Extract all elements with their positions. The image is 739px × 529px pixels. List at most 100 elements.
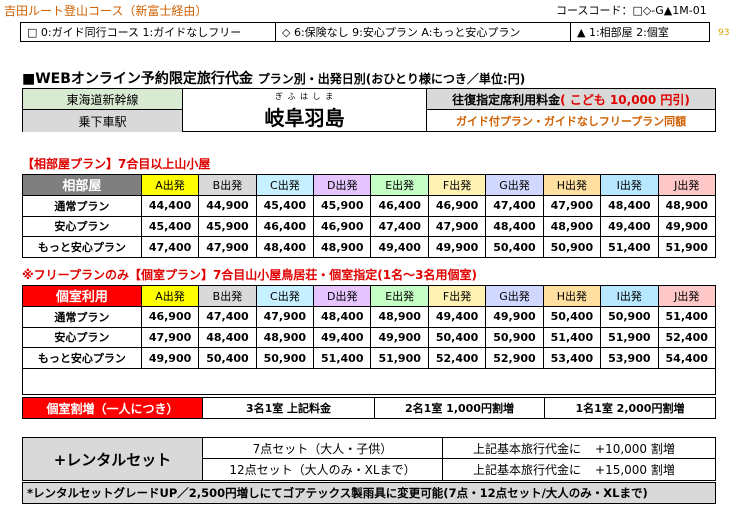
price-cell: 50,400 [198,347,257,370]
price-cell: 50,900 [485,326,544,349]
price-cell: 53,900 [600,347,659,370]
surcharge-row: 個室割増（一人につき） 3名1室 上記料金 2名1室 1,000円割増 1名1室… [22,397,716,419]
price-cell: 48,900 [542,215,602,238]
plan-note: ガイド付プラン・ガイドなしフリープラン同額 [455,115,687,128]
price-cell: 49,400 [370,236,429,259]
table-row: もっと安心プラン 49,900 50,400 50,900 51,400 51,… [22,347,716,370]
price-cell: 47,400 [198,305,257,328]
section-title-main: ■WEBオンライン予約限定旅行代金 [22,71,253,87]
price-cell: 52,400 [427,347,487,370]
price-cell: 49,900 [485,305,544,328]
surcharge-three: 3名1室 上記料金 [203,398,375,418]
price-cell: 51,400 [657,305,716,328]
col-d: D出発 [313,285,372,307]
price-cell: 47,900 [140,326,200,349]
col-g: G出発 [485,174,544,196]
course-title: 吉田ルート登山コース（新富士経由） [4,4,208,18]
col-h: H出発 [542,285,602,307]
price-cell: 49,400 [427,305,487,328]
private-header-label: 個室利用 [22,285,142,307]
price-cell: 47,900 [255,305,315,328]
station-ruby: ぎ ふ は し ま [274,91,335,101]
rental-label: +レンタルセット [23,438,203,480]
price-cell: 46,900 [313,215,372,238]
price-cell: 45,400 [255,194,315,217]
private-plan-table: 個室利用 A出発 B出発 C出発 D出発 E出発 F出発 G出発 H出発 I出発… [22,285,716,396]
price-cell: 44,900 [198,194,257,217]
col-f: F出発 [427,285,487,307]
set7-label: 7点セット（大人・子供） [203,438,443,459]
col-a: A出発 [140,285,200,307]
rental-box: +レンタルセット 7点セット（大人・子供） 12点セット（大人のみ・XLまで） … [22,437,716,481]
price-cell: 45,900 [313,194,372,217]
price-cell: 47,900 [542,194,602,217]
price-cell: 51,400 [542,326,602,349]
row-label: 通常プラン [22,194,142,217]
price-cell: 48,400 [255,236,315,259]
table-row: もっと安心プラン 47,400 47,900 48,400 48,900 49,… [22,236,716,259]
price-cell: 50,900 [255,347,315,370]
section-subtitle: プラン別・出発日別(おひとり様につき／単位:円) [257,72,526,86]
shared-plan-title: 【相部屋プラン】7合目以上山小屋 [22,157,211,171]
table-row: 通常プラン 44,400 44,900 45,400 45,900 46,400… [22,194,716,217]
set7-price: +10,000 割増 [595,441,675,456]
col-c: C出発 [255,174,315,196]
price-cell: 47,400 [485,194,544,217]
price-cell: 47,900 [198,236,257,259]
price-cell: 54,400 [657,347,716,370]
blank-cell [22,368,716,396]
page-number: 93 [718,28,730,38]
fare-cell: 往復指定席利用料金 ( こども 10,000 円引) [427,89,715,110]
price-cell: 48,900 [255,326,315,349]
row-label: もっと安心プラン [22,236,142,259]
price-cell: 48,400 [313,305,372,328]
table-row: 通常プラン 46,900 47,400 47,900 48,400 48,900… [22,305,716,328]
set7-price-label: 上記基本旅行代金に [473,441,582,456]
col-e: E出発 [370,285,429,307]
row-label: 安心プラン [22,326,142,349]
private-plan-title: ※フリープランのみ【個室プラン】7合目山小屋鳥居荘・個室指定(1名～3名用個室) [22,268,477,282]
departure-header: 東海道新幹線 乗下車駅 ぎ ふ は し ま 岐阜羽島 往復指定席利用料金 ( こ… [22,88,716,132]
col-j: J出発 [657,174,716,196]
row-label: 通常プラン [22,305,142,328]
price-cell: 48,400 [485,215,544,238]
col-b: B出発 [198,174,257,196]
set12-price-cell: 上記基本旅行代金に +15,000 割増 [443,459,715,480]
price-cell: 49,900 [657,215,716,238]
col-f: F出発 [427,174,487,196]
price-cell: 50,400 [542,305,602,328]
col-c: C出発 [255,285,315,307]
blank-row [22,368,716,396]
price-cell: 48,900 [657,194,716,217]
course-code: コースコード：□◇-G▲1M-01 [556,4,707,17]
price-cell: 53,400 [542,347,602,370]
price-cell: 51,900 [600,326,659,349]
line-label: 東海道新幹線 [23,89,183,110]
fare-label: 往復指定席利用料金 [452,92,561,107]
col-b: B出発 [198,285,257,307]
price-cell: 50,900 [542,236,602,259]
price-cell: 48,400 [600,194,659,217]
price-cell: 47,400 [370,215,429,238]
price-cell: 50,900 [600,305,659,328]
set12-price: +15,000 割増 [595,463,675,477]
price-cell: 49,900 [370,326,429,349]
col-i: I出発 [600,174,659,196]
shared-header-label: 相部屋 [22,174,142,196]
price-cell: 50,400 [427,326,487,349]
price-cell: 49,400 [313,326,372,349]
set7-price-cell: 上記基本旅行代金に +10,000 割増 [443,438,715,459]
price-cell: 46,400 [255,215,315,238]
price-cell: 46,900 [140,305,200,328]
set12-price-label: 上記基本旅行代金に [473,463,582,477]
price-cell: 46,900 [427,194,487,217]
price-cell: 47,900 [427,215,487,238]
price-cell: 51,400 [600,236,659,259]
price-cell: 49,400 [600,215,659,238]
table-row: 安心プラン 47,900 48,400 48,900 49,400 49,900… [22,326,716,349]
price-cell: 50,400 [485,236,544,259]
price-cell: 48,900 [313,236,372,259]
station-name-cell: ぎ ふ は し ま 岐阜羽島 [183,89,427,132]
child-fare: ( こども 10,000 円引) [560,92,690,107]
price-cell: 46,400 [370,194,429,217]
